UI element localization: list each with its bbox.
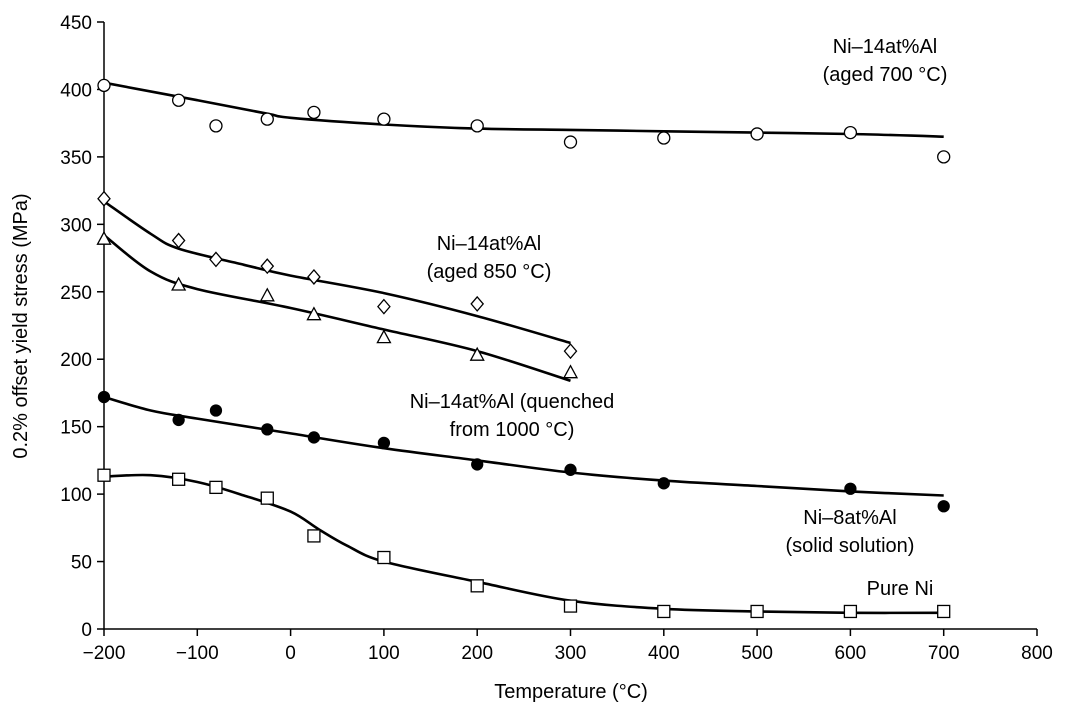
x-tick-label: 500	[741, 643, 773, 664]
x-tick-label: 200	[461, 643, 493, 664]
data-markers	[96, 78, 951, 619]
pure-label: Pure Ni	[867, 578, 934, 600]
aged700-point	[97, 78, 111, 93]
y-tick-label: 50	[71, 553, 92, 574]
aged700-point	[377, 112, 391, 126]
quenched-point	[471, 458, 484, 471]
aged850b-point	[376, 329, 392, 344]
quenched-point	[261, 423, 274, 436]
x-tick-label: −100	[176, 643, 219, 664]
series-annotations: Ni–14at%Al (aged 700 °C) Ni–14at%Al (aged 8…	[410, 36, 948, 600]
pure_ni-point	[171, 472, 186, 486]
x-tick-label: 800	[1021, 643, 1053, 664]
quenched-point	[307, 431, 321, 444]
pure_ni-point	[209, 480, 223, 495]
y-tick-label: 250	[60, 283, 92, 304]
pure_ni-point	[657, 604, 671, 619]
aged850b-point	[562, 364, 579, 379]
y-tick-label: 450	[60, 13, 92, 34]
quenched-point	[377, 436, 391, 450]
aged700-fit-line	[103, 81, 944, 138]
y-tick-label: 150	[60, 418, 92, 439]
x-tick-label: 700	[928, 643, 960, 664]
aged700-point	[470, 119, 484, 133]
aged700-point	[171, 93, 186, 107]
x-tick-label: 0	[285, 643, 296, 664]
y-tick-label: 200	[60, 350, 92, 371]
aged850b-fit-line	[103, 234, 571, 383]
y-tick-label: 100	[60, 485, 92, 506]
quenched-point	[657, 477, 670, 490]
x-tick-label: 100	[368, 643, 400, 664]
x-axis-title: Temperature (°C)	[494, 681, 648, 703]
pure_ni-point	[937, 604, 951, 619]
aged850-label: Ni–14at%Al	[437, 233, 542, 255]
aged850a-point	[171, 232, 186, 249]
x-tick-label: 400	[648, 643, 680, 664]
pure_ni-point	[307, 529, 321, 543]
y-axis-title: 0.2% offset yield stress (MPa)	[10, 193, 32, 458]
aged850b-point	[306, 306, 322, 321]
aged700-point	[563, 135, 578, 149]
aged700-label: Ni–14at%Al	[833, 36, 938, 58]
aged700-point	[843, 125, 858, 140]
x-tick-label: 300	[555, 643, 587, 664]
pure_ni-point	[470, 579, 484, 593]
y-tick-label: 350	[60, 148, 92, 169]
aged700-point	[260, 112, 274, 126]
aged700-point	[657, 131, 671, 145]
pure_ni-point	[563, 599, 578, 613]
y-tick-label: 0	[81, 620, 92, 641]
x-tick-label: −200	[83, 643, 126, 664]
quenched-fit-line	[103, 395, 944, 497]
aged850b-point	[259, 287, 275, 302]
quenched-label: Ni–14at%Al (quenched	[410, 391, 615, 413]
pure_ni-point	[843, 604, 858, 619]
solid-label: Ni–8at%Al	[803, 507, 896, 529]
quenched-point	[937, 500, 950, 513]
pure_ni-point	[97, 468, 111, 482]
pure_ni-point	[750, 604, 764, 619]
aged850a-point	[470, 295, 485, 312]
pure_ni-point	[260, 491, 274, 505]
aged850a-point	[377, 298, 391, 315]
aged850b-point	[171, 276, 187, 291]
quenched-point	[844, 482, 857, 495]
quenched-point	[172, 413, 185, 427]
aged700-point	[209, 119, 223, 133]
fit-curves	[103, 81, 944, 615]
aged850a-point	[307, 268, 321, 285]
aged700-point	[750, 127, 764, 141]
aged850b-point	[469, 346, 485, 361]
quenched-point	[97, 390, 111, 404]
y-tick-label: 300	[60, 215, 92, 236]
pure_ni-point	[377, 550, 391, 565]
aged850-label: (aged 850 °C)	[427, 261, 552, 283]
aged850b-point	[96, 230, 112, 245]
aged850a-fit-line	[103, 200, 571, 345]
quenched-point	[209, 404, 223, 417]
aged850a-point	[563, 343, 578, 360]
y-tick-label: 400	[60, 80, 92, 101]
aged850a-point	[209, 251, 223, 268]
aged850a-point	[260, 258, 275, 275]
quenched-label: from 1000 °C)	[450, 419, 575, 441]
axes: 0 50 100 150 200 250 300 350 400 450 −200 −100 0 100 2…	[60, 13, 1053, 664]
x-tick-label: 600	[835, 643, 867, 664]
quenched-point	[564, 463, 577, 476]
aged700-point	[307, 105, 321, 120]
solid-label: (solid solution)	[786, 535, 915, 557]
aged700-point	[937, 150, 951, 164]
aged700-label: (aged 700 °C)	[823, 64, 948, 86]
aged850a-point	[97, 190, 111, 207]
